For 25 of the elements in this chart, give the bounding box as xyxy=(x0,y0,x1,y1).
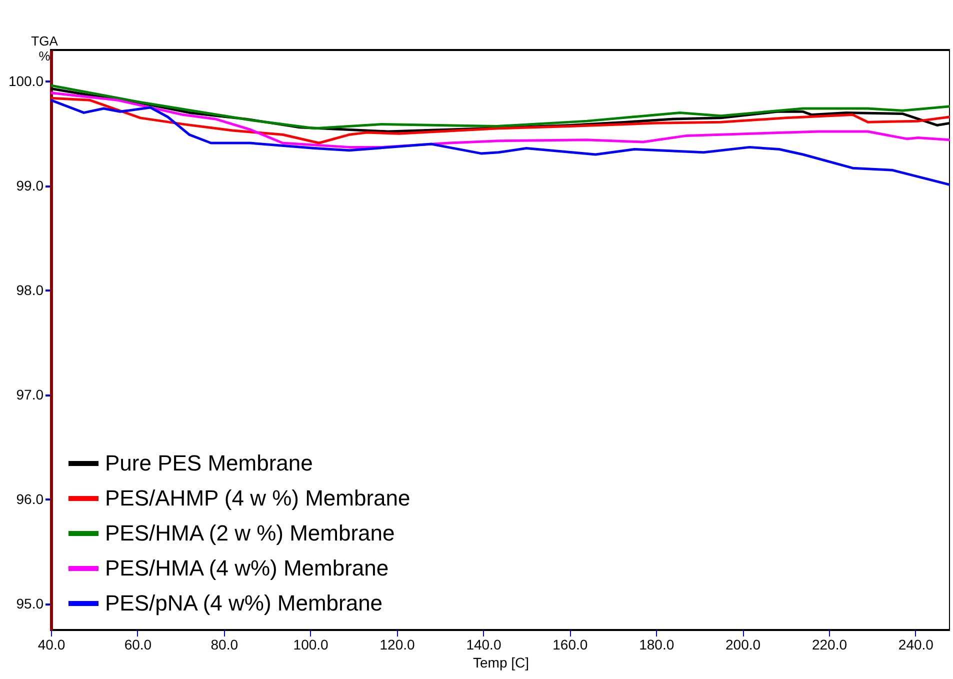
y-tick-label: 98.0 xyxy=(16,282,44,298)
x-tick-label: 200.0 xyxy=(726,636,761,652)
y-tick-label: 97.0 xyxy=(16,386,44,402)
legend-label: PES/pNA (4 w%) Membrane xyxy=(105,590,383,616)
x-axis-title: Temp [C] xyxy=(472,654,530,670)
x-tick-label: 140.0 xyxy=(466,636,502,652)
x-tick-label: 240.0 xyxy=(898,636,934,652)
y-tick-label: 95.0 xyxy=(16,595,44,612)
x-tick-label: 60.0 xyxy=(124,636,152,652)
legend-label: PES/HMA (2 w %) Membrane xyxy=(105,520,395,546)
y-tick-label: 100.0 xyxy=(8,72,44,89)
x-tick-label: 80.0 xyxy=(210,636,238,652)
legend-label: Pure PES Membrane xyxy=(105,450,313,476)
y-tick-label: 99.0 xyxy=(16,177,44,194)
x-tick-label: 40.0 xyxy=(38,636,66,652)
x-tick-label: 100.0 xyxy=(293,636,329,652)
x-tick-label: 180.0 xyxy=(639,636,674,652)
legend-label: PES/HMA (4 w%) Membrane xyxy=(105,556,389,580)
y-tick-label: 96.0 xyxy=(16,490,44,507)
x-tick-label: 220.0 xyxy=(812,636,848,652)
x-tick-label: 120.0 xyxy=(380,636,415,652)
legend-label: PES/AHMP (4 w %) Membrane xyxy=(105,486,410,510)
y-axis-title: TGA % xyxy=(31,34,58,64)
line-series xyxy=(51,98,950,186)
x-tick-label: 160.0 xyxy=(552,636,588,652)
